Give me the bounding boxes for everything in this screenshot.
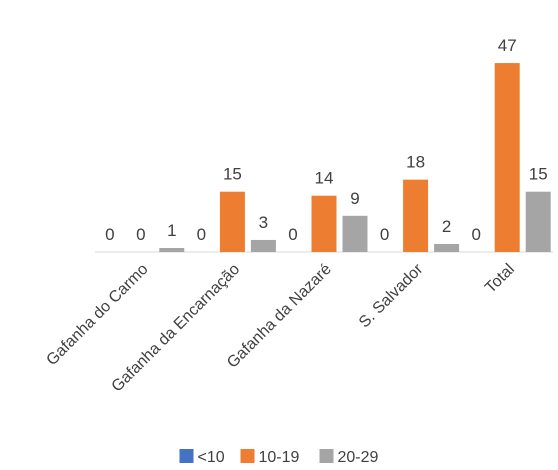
data-label-2-2: 15 [223, 165, 242, 184]
category-label-1: Gafanha do Carmo [43, 261, 151, 369]
legend-label-2: 10-19 [259, 449, 300, 466]
data-label-3-4: 2 [442, 217, 451, 236]
bar-3-1 [159, 247, 185, 252]
data-label-3-1: 1 [167, 221, 176, 240]
legend-swatch-1 [179, 449, 194, 463]
bar-2-5 [494, 63, 520, 253]
data-label-2-3: 14 [315, 169, 334, 188]
data-label-1-2: 0 [197, 225, 206, 244]
category-label-5: Total [482, 261, 518, 297]
data-label-1-1: 0 [105, 225, 114, 244]
data-label-1-4: 0 [380, 225, 389, 244]
data-label-3-5: 15 [529, 165, 548, 184]
data-label-1-3: 0 [288, 225, 297, 244]
data-label-3-2: 3 [259, 213, 268, 232]
data-label-2-4: 18 [406, 153, 425, 172]
bar-3-4 [434, 243, 460, 252]
data-label-1-5: 0 [471, 225, 480, 244]
legend-swatch-2 [240, 449, 255, 463]
legend-label-1: <10 [198, 449, 225, 466]
data-label-2-1: 0 [136, 225, 145, 244]
data-label-3-3: 9 [350, 189, 359, 208]
bar-2-2 [219, 191, 245, 252]
legend-swatch-3 [319, 449, 334, 463]
legend-label-3: 20-29 [338, 449, 379, 466]
bar-3-5 [525, 191, 551, 252]
category-label-4: S. Salvador [356, 260, 427, 331]
bar-3-2 [250, 239, 276, 252]
legend: <10 10-19 20-29 [179, 449, 379, 466]
bar-3-3 [342, 215, 368, 252]
category-label-3: Gafanha da Nazaré [224, 261, 335, 372]
bar-2-3 [311, 195, 337, 252]
bar-2-4 [403, 179, 429, 252]
data-label-2-5: 47 [498, 36, 517, 55]
